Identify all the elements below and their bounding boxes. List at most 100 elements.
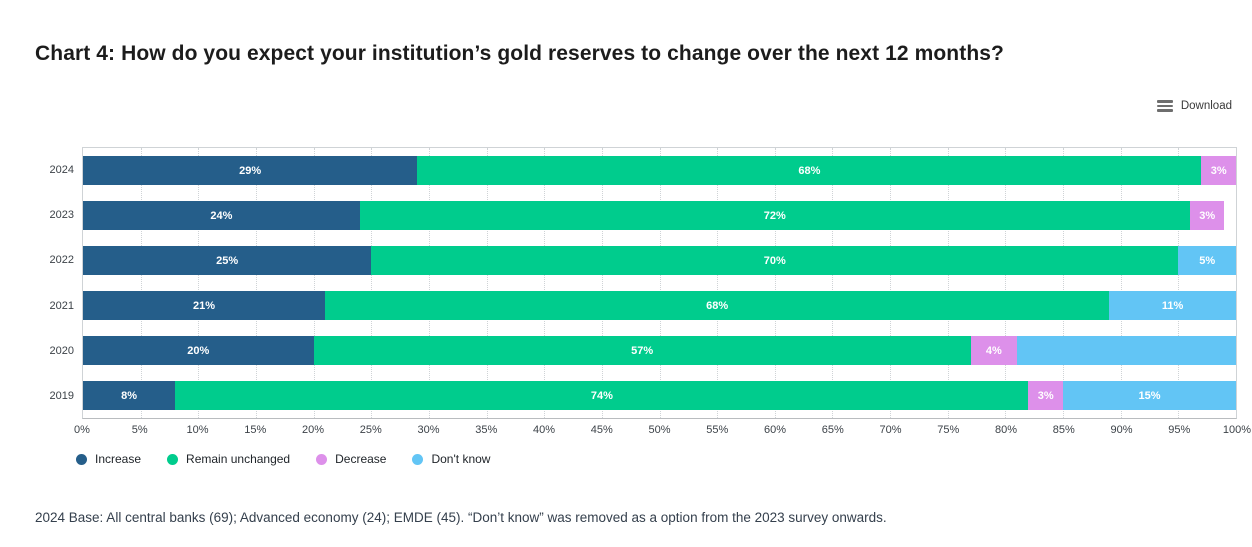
- x-axis-label: 100%: [1222, 424, 1252, 436]
- bars-layer: 29% 68% 3% 24% 72% 3% 25% 70% 5% 21% 68% 11% 20% 57% 4…: [83, 148, 1236, 418]
- gridline: [890, 148, 892, 418]
- x-axis-label: 30%: [417, 424, 440, 436]
- bar-value-label: 74%: [590, 389, 613, 402]
- x-axis-label: 95%: [1168, 424, 1191, 436]
- stacked-bar-2020: 20% 57% 4%: [83, 336, 1236, 365]
- gridline: [947, 148, 949, 418]
- gridline: [140, 148, 142, 418]
- increase-swatch-icon: [76, 453, 87, 465]
- bar-segment-increase[interactable]: 25%: [83, 246, 372, 275]
- gridline: [1178, 148, 1180, 418]
- x-axis-label: 60%: [763, 424, 787, 436]
- legend-label: Decrease: [335, 452, 387, 466]
- gridline: [1005, 148, 1007, 418]
- stacked-bar-2024: 29% 68% 3%: [83, 156, 1236, 185]
- x-axis-label: 25%: [359, 424, 382, 436]
- bar-row-2020: 20% 57% 4%: [83, 328, 1236, 373]
- bar-segment-don-t-know[interactable]: [1016, 336, 1236, 365]
- y-axis-label: 2022: [49, 254, 74, 267]
- gridline: [717, 148, 719, 418]
- gridline: [371, 148, 373, 418]
- gridline: [198, 148, 200, 418]
- gridline: [255, 148, 257, 418]
- plot-area: 29% 68% 3% 24% 72% 3% 25% 70% 5% 21% 68% 11% 20% 57% 4…: [82, 147, 1237, 419]
- bar-value-label: 15%: [1138, 389, 1161, 402]
- download-button[interactable]: Download: [1156, 100, 1232, 112]
- y-axis-label: 2021: [49, 299, 74, 312]
- y-axis-label: 2019: [49, 390, 74, 403]
- x-axis-label: 5%: [131, 424, 148, 436]
- bar-segment-don-t-know[interactable]: 11%: [1109, 291, 1236, 320]
- gridline: [659, 148, 661, 418]
- decrease-swatch-icon: [316, 453, 328, 465]
- bar-value-label: 57%: [631, 344, 654, 357]
- gridline: [486, 148, 488, 418]
- x-axis-label: 90%: [1110, 424, 1133, 436]
- bar-segment-increase[interactable]: 29%: [83, 156, 418, 185]
- bar-row-2024: 29% 68% 3%: [83, 148, 1236, 193]
- bar-segment-remain-unchanged[interactable]: 68%: [417, 156, 1202, 185]
- bar-row-2021: 21% 68% 11%: [83, 283, 1236, 328]
- stacked-bar-2023: 24% 72% 3%: [83, 201, 1236, 230]
- bar-row-2022: 25% 70% 5%: [83, 238, 1236, 283]
- bar-value-label: 20%: [187, 344, 210, 357]
- bar-segment-increase[interactable]: 20%: [83, 336, 314, 365]
- legend-item-remain-unchanged[interactable]: Remain unchanged: [167, 452, 290, 466]
- bar-value-label: 3%: [1037, 389, 1054, 402]
- bar-segment-remain-unchanged[interactable]: 68%: [325, 291, 1110, 320]
- gridline: [544, 148, 546, 418]
- bar-segment-remain-unchanged[interactable]: 72%: [359, 201, 1190, 230]
- bar-segment-remain-unchanged[interactable]: 57%: [313, 336, 971, 365]
- x-axis-label: 70%: [879, 424, 902, 436]
- bar-value-label: 29%: [239, 164, 262, 177]
- dont-know-swatch-icon: [412, 453, 424, 465]
- legend-item-dont-know[interactable]: Don't know: [412, 452, 490, 466]
- bar-segment-remain-unchanged[interactable]: 70%: [371, 246, 1179, 275]
- x-axis-label: 10%: [186, 424, 209, 436]
- bar-value-label: 21%: [193, 299, 216, 312]
- bar-value-label: 25%: [216, 254, 239, 267]
- bar-segment-increase[interactable]: 8%: [83, 381, 176, 410]
- legend-item-decrease[interactable]: Decrease: [316, 452, 386, 466]
- gridline: [313, 148, 315, 418]
- bar-value-label: 8%: [121, 389, 138, 402]
- bar-segment-decrease[interactable]: 3%: [1201, 156, 1236, 185]
- x-axis-label: 50%: [648, 424, 671, 436]
- bar-segment-decrease[interactable]: 3%: [1189, 201, 1225, 230]
- bar-segment-don-t-know[interactable]: 15%: [1063, 381, 1236, 410]
- bar-segment-increase[interactable]: 21%: [83, 291, 326, 320]
- bar-value-label: 11%: [1161, 299, 1184, 312]
- bar-value-label: 24%: [210, 209, 233, 222]
- bar-segment-increase[interactable]: 24%: [83, 201, 360, 230]
- x-axis-label: 75%: [937, 424, 960, 436]
- legend-item-increase[interactable]: Increase: [76, 452, 141, 466]
- bar-row-2019: 8% 74% 3% 15%: [83, 373, 1236, 418]
- bar-value-label: 3%: [1199, 209, 1216, 222]
- footnote: 2024 Base: All central banks (69); Advan…: [35, 510, 887, 525]
- bar-value-label: 72%: [763, 209, 786, 222]
- x-axis-label: 0%: [74, 424, 90, 436]
- bar-value-label: 4%: [985, 344, 1002, 357]
- bar-segment-remain-unchanged[interactable]: 74%: [175, 381, 1029, 410]
- bar-value-label: 68%: [798, 164, 821, 177]
- x-axis-label: 40%: [532, 424, 556, 436]
- x-axis-label: 15%: [244, 424, 267, 436]
- y-axis-label: 2020: [49, 344, 74, 357]
- y-axis-label: 2024: [49, 163, 74, 176]
- bar-segment-decrease[interactable]: 4%: [970, 336, 1017, 365]
- legend-label: Remain unchanged: [186, 452, 291, 466]
- stacked-bar-2019: 8% 74% 3% 15%: [83, 381, 1236, 410]
- bar-value-label: 70%: [763, 254, 786, 267]
- bar-value-label: 68%: [706, 299, 729, 312]
- bar-segment-decrease[interactable]: 3%: [1028, 381, 1064, 410]
- x-axis-label: 20%: [301, 424, 325, 436]
- legend-label: Don't know: [431, 452, 491, 466]
- gridline: [601, 148, 603, 418]
- y-axis-labels: 2024 2023 2022 2021 2020 2019: [0, 147, 74, 419]
- bar-segment-don-t-know[interactable]: 5%: [1178, 246, 1236, 275]
- download-label: Download: [1180, 100, 1232, 112]
- bar-row-2023: 24% 72% 3%: [83, 193, 1236, 238]
- bar-value-label: 3%: [1210, 164, 1227, 177]
- x-axis-label: 55%: [706, 424, 729, 436]
